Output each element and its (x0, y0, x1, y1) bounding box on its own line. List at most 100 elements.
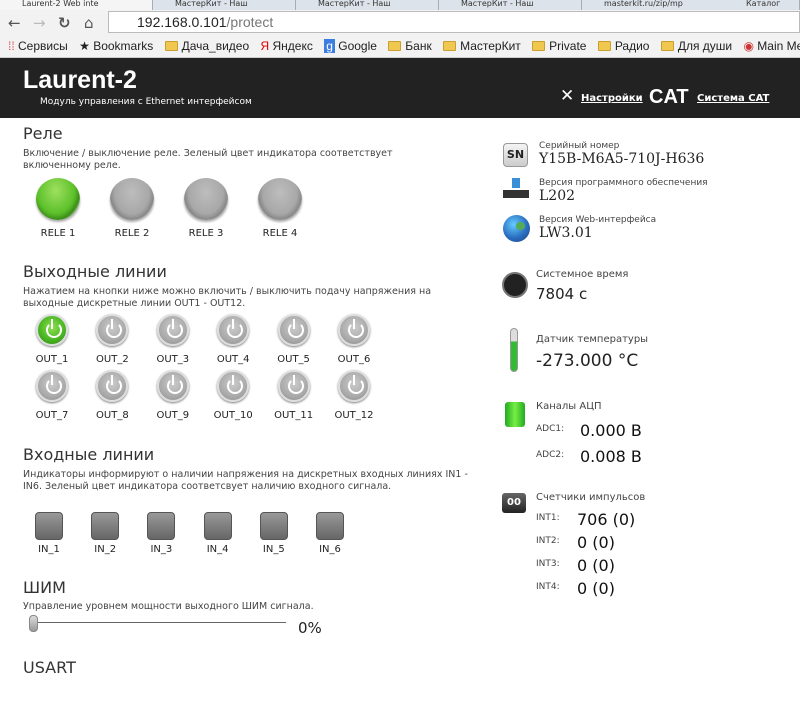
adc-name: ADC2: (536, 450, 565, 460)
google-icon: g (324, 39, 335, 53)
bookmark[interactable]: МастерКит (443, 35, 521, 58)
counter-name: INT2: (536, 536, 560, 546)
folder-icon (388, 41, 402, 51)
counter-name: INT4: (536, 582, 560, 592)
output-power-button[interactable] (156, 370, 189, 402)
browser-tab[interactable]: Каталог (724, 0, 800, 10)
relay-label: RELE 1 (40, 228, 76, 239)
bookmark[interactable]: Дача_видео (164, 35, 249, 58)
relay-button[interactable] (184, 178, 228, 220)
input-indicator (316, 512, 344, 540)
counter-value: 0 (0) (577, 556, 615, 575)
input-label: IN_4 (206, 544, 229, 555)
bookmark[interactable]: g Google (324, 39, 377, 53)
relay-button[interactable] (258, 178, 302, 220)
input-label: IN_1 (38, 544, 60, 555)
cat-system-link[interactable]: Система CAT (697, 93, 770, 104)
output-label: OUT_8 (96, 410, 129, 421)
settings-link[interactable]: Настройки (581, 93, 643, 104)
serial-label: Серийный номер (539, 141, 620, 151)
bookmarks-bar: ⁞⁞ Сервисы ★ Bookmarks Дача_видео Я Янде… (0, 35, 800, 58)
output-label: OUT_6 (337, 354, 371, 365)
input-indicator (147, 512, 176, 540)
input-label: IN_6 (319, 544, 341, 555)
browser-tab[interactable]: МастерКит - Наш (296, 0, 439, 10)
relay-label: RELE 3 (188, 228, 224, 239)
star-icon: ★ (79, 39, 90, 53)
url-host: 192.168.0.101 (137, 14, 227, 30)
menu-icon: ◉ (743, 39, 754, 53)
output-label: OUT_12 (334, 410, 374, 421)
folder-icon (597, 41, 611, 51)
output-power-button[interactable] (338, 314, 370, 346)
pwm-slider-handle[interactable] (29, 615, 38, 632)
counter-name: INT3: (536, 559, 560, 569)
output-power-button[interactable] (156, 314, 189, 346)
output-label: OUT_5 (277, 354, 310, 365)
input-indicator (259, 512, 288, 540)
bookmark[interactable]: ◉ Main Menu (743, 39, 800, 53)
pwm-slider-track[interactable] (33, 622, 286, 623)
input-label: IN_5 (262, 544, 285, 555)
folder-icon (660, 41, 674, 51)
output-power-button[interactable] (36, 370, 68, 402)
output-label: OUT_9 (156, 410, 190, 421)
firmware-chip-icon (503, 178, 529, 202)
bookmark[interactable]: Радио (597, 35, 649, 58)
relays-title: Реле (23, 124, 63, 143)
output-power-button[interactable] (338, 370, 370, 402)
browser-tab[interactable]: МастерКит - Наш (153, 0, 296, 10)
web-version-value: LW3.01 (539, 225, 593, 241)
input-indicator (91, 512, 120, 540)
firmware-label: Версия программного обеспечения (539, 178, 708, 188)
counter-value: 0 (0) (577, 533, 615, 552)
back-icon[interactable]: ← (8, 14, 21, 32)
bookmark[interactable]: Для души (660, 35, 732, 58)
globe-icon (503, 215, 530, 242)
serial-number-icon: SN (503, 143, 528, 167)
bookmark-bookmarks[interactable]: ★ Bookmarks (79, 39, 154, 53)
system-time-value: 7804 с (536, 285, 588, 303)
counter-value: 0 (0) (577, 579, 615, 598)
temperature-value: -273.000 °C (536, 351, 639, 371)
counters-label: Счетчики импульсов (536, 492, 646, 503)
counter-name: INT1: (536, 513, 560, 523)
output-power-button[interactable] (96, 314, 129, 346)
clock-icon (502, 272, 528, 298)
relay-button[interactable] (36, 178, 80, 220)
output-label: OUT_2 (96, 354, 129, 365)
relay-button[interactable] (110, 178, 154, 220)
relays-desc: Включение / выключение реле. Зеленый цве… (23, 148, 393, 171)
adc-name: ADC1: (536, 424, 565, 434)
output-power-button[interactable] (217, 370, 250, 402)
address-bar[interactable]: 192.168.0.101/protect (108, 11, 800, 33)
output-power-button[interactable] (217, 314, 250, 346)
browser-tab[interactable]: МастерКит - Наш (439, 0, 582, 10)
usart-title: USART (23, 658, 76, 677)
output-label: OUT_4 (216, 354, 250, 365)
thermometer-icon (510, 328, 518, 372)
pwm-desc: Управление уровнем мощности выходного ШИ… (23, 601, 314, 612)
home-icon[interactable]: ⌂ (84, 14, 94, 32)
browser-tab[interactable]: masterkit.ru/zip/mp (582, 0, 725, 10)
output-power-button[interactable] (96, 370, 129, 402)
bookmark-apps[interactable]: ⁞⁞ Сервисы (8, 39, 68, 53)
serial-value: Y15B-M6A5-710J-H636 (539, 151, 705, 167)
output-label: OUT_11 (274, 410, 314, 421)
web-version-label: Версия Web-интерфейса (539, 215, 657, 225)
temperature-label: Датчик температуры (536, 334, 649, 345)
adc-label: Каналы АЦП (536, 401, 602, 412)
tools-icon[interactable]: ✕ (560, 86, 575, 106)
yandex-icon: Я (260, 39, 270, 53)
output-power-button[interactable] (277, 314, 310, 346)
bookmark[interactable]: Private (532, 35, 586, 58)
output-power-button[interactable] (36, 314, 68, 346)
forward-icon[interactable]: → (33, 14, 46, 32)
bookmark[interactable]: Банк (388, 35, 432, 58)
bookmark[interactable]: Я Яндекс (260, 39, 313, 53)
folder-icon (532, 41, 546, 51)
output-power-button[interactable] (277, 370, 310, 402)
tab-strip: Laurent-2 Web inte МастерКит - Наш Масте… (0, 0, 800, 10)
reload-icon[interactable]: ↻ (58, 14, 71, 32)
browser-tab[interactable]: Laurent-2 Web inte (0, 0, 153, 10)
